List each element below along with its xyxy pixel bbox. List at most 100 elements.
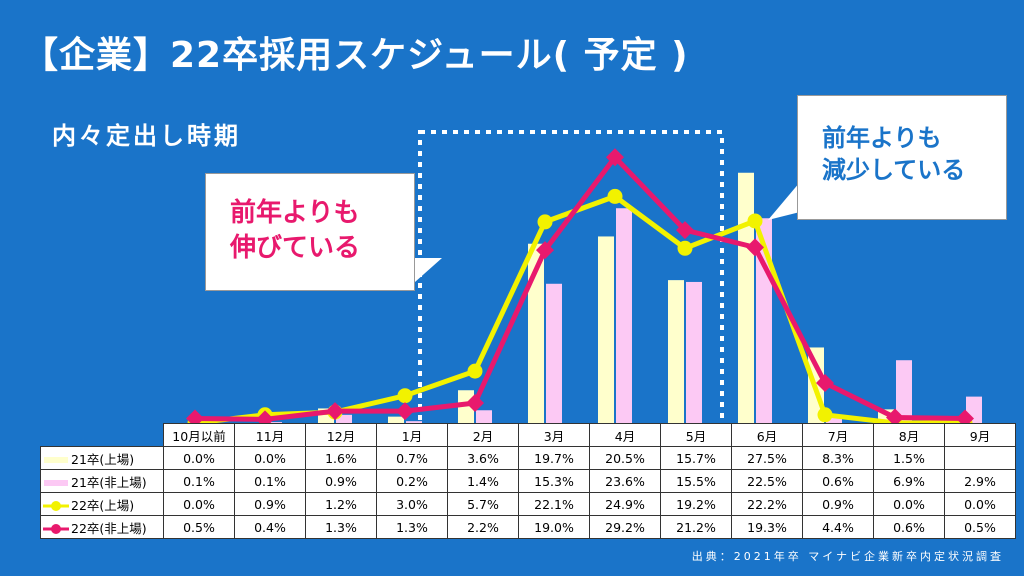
category-label: 1月 [376,423,448,447]
data-label: 27.5% [731,446,803,470]
data-label: 0.1% [163,469,235,493]
bar [738,172,754,423]
callout-left-line-1: 前年よりも [230,198,360,228]
data-point [747,213,763,229]
bar [388,416,404,423]
data-label: 15.7% [660,446,732,470]
category-label: 9月 [944,423,1016,447]
data-point [607,188,623,204]
bar [616,208,632,423]
data-label: 5.7% [447,492,519,516]
legend-entry: 21卒(非上場) [40,469,164,493]
table-row: 21卒(上場) 0.0% 0.0% 1.6% 0.7% 3.6% 19.7% 20.5% 15.… [40,446,1016,470]
bar [546,283,562,423]
legend-swatch [43,524,69,534]
data-label: 29.2% [589,515,661,539]
data-label: 0.0% [163,492,235,516]
data-table: 10月以前 11月 12月 1月 2月 3月 4月 5月 6月 7月 8月 9月 21卒(上場) 0.0%… [40,423,1016,539]
table-row: 22卒(上場) 0.0% 0.9% 1.2% 3.0% 5.7% 22.1% 24.9% 19.… [40,492,1016,516]
data-point [956,409,974,428]
data-label: 1.3% [376,515,448,539]
category-label: 6月 [731,423,803,447]
data-label: 0.2% [376,469,448,493]
data-point [536,241,554,260]
series-line [194,154,966,422]
data-label [944,446,1016,470]
data-point [676,221,694,240]
data-label: 21.2% [660,515,732,539]
source-note: 出典：2021年卒 マイナビ企業新卒内定状況調査 [691,550,1004,563]
legend-swatch [44,457,68,463]
legend-swatch [43,501,69,511]
table-header-row: 10月以前 11月 12月 1月 2月 3月 4月 5月 6月 7月 8月 9月 [41,423,1016,447]
data-label: 0.0% [234,446,306,470]
data-label: 19.2% [660,492,732,516]
data-label: 19.0% [518,515,590,539]
category-label: 3月 [518,423,590,447]
data-label: 0.5% [163,515,235,539]
data-point [816,373,834,392]
bar [476,410,492,423]
data-label: 0.9% [305,469,377,493]
data-point [186,409,204,428]
data-point [537,214,553,230]
bar [686,281,702,423]
table-row: 22卒(非上場) 0.5% 0.4% 1.3% 1.3% 2.2% 19.0% 29.2% 21… [40,515,1016,539]
legend-swatch [44,480,68,486]
bar [266,422,282,423]
chart-subtitle: 内々定出し時期 [52,122,241,150]
data-label: 15.3% [518,469,590,493]
category-label: 10月以前 [163,423,235,447]
legend-entry: 22卒(上場) [40,492,164,516]
data-point [606,148,624,167]
data-label: 15.5% [660,469,732,493]
data-label: 0.9% [802,492,874,516]
data-label: 2.9% [944,469,1016,493]
callout-left-pointer [415,258,442,282]
data-label: 0.6% [802,469,874,493]
bar [598,236,614,423]
category-label: 2月 [447,423,519,447]
data-label: 6.9% [873,469,945,493]
data-point [677,240,693,256]
data-label: 0.6% [873,515,945,539]
callout-left: 前年よりも 伸びている [205,173,415,291]
data-point [326,402,344,421]
data-label: 0.0% [163,446,235,470]
callout-right-line-1: 前年よりも [822,124,942,152]
data-point [817,407,833,423]
legend-label: 22卒(上場) [71,497,135,513]
data-label: 0.9% [234,492,306,516]
data-label: 1.3% [305,515,377,539]
data-point [746,238,764,257]
data-label: 0.1% [234,469,306,493]
data-label: 0.4% [234,515,306,539]
legend-label: 21卒(上場) [71,451,135,467]
data-label: 4.4% [802,515,874,539]
category-label: 7月 [802,423,874,447]
bar [896,360,912,423]
legend-label: 22卒(非上場) [71,520,147,536]
data-point [467,363,483,379]
bar [406,421,422,423]
bar [336,414,352,423]
callout-right: 前年よりも 減少している [797,95,1007,220]
callout-right-line-2: 減少している [822,156,966,185]
data-label: 1.4% [447,469,519,493]
category-label: 8月 [873,423,945,447]
category-label: 12月 [305,423,377,447]
data-label: 1.5% [873,446,945,470]
data-point [396,402,414,421]
category-label: 11月 [234,423,306,447]
data-point [886,408,904,427]
table-row: 21卒(非上場) 0.1% 0.1% 0.9% 0.2% 1.4% 15.3% 23.6% 15… [40,469,1016,493]
data-label: 0.0% [873,492,945,516]
data-label: 22.1% [518,492,590,516]
category-label: 4月 [589,423,661,447]
bar [668,280,684,423]
bar [458,390,474,423]
data-label: 19.3% [731,515,803,539]
data-label: 0.0% [944,492,1016,516]
data-label: 22.2% [731,492,803,516]
